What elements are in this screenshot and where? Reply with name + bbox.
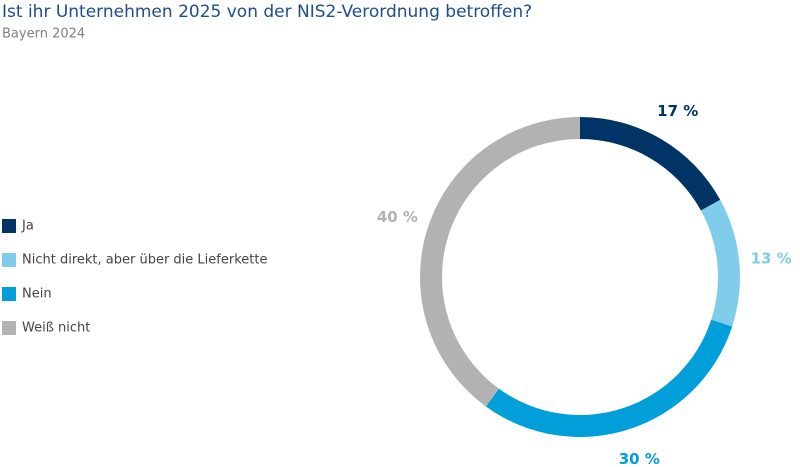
value-label: 13 % (751, 249, 792, 267)
donut-segment (700, 199, 741, 327)
legend-swatch (2, 253, 16, 267)
donut-segment (580, 117, 721, 211)
legend-swatch (2, 321, 16, 335)
value-label: 40 % (377, 208, 418, 226)
legend-swatch (2, 219, 16, 233)
chart-subtitle: Bayern 2024 (2, 27, 85, 42)
chart-title: Ist ihr Unternehmen 2025 von der NIS2-Ve… (2, 2, 532, 22)
value-label: 17 % (657, 102, 698, 120)
donut-segment (420, 117, 580, 407)
donut-segment (485, 319, 733, 438)
value-label: 30 % (619, 450, 660, 467)
legend-label: Nein (22, 287, 52, 302)
legend-label: Ja (21, 219, 34, 234)
legend-label: Weiß nicht (22, 321, 90, 336)
legend-swatch (2, 287, 16, 301)
legend-label: Nicht direkt, aber über die Lieferkette (22, 253, 267, 268)
